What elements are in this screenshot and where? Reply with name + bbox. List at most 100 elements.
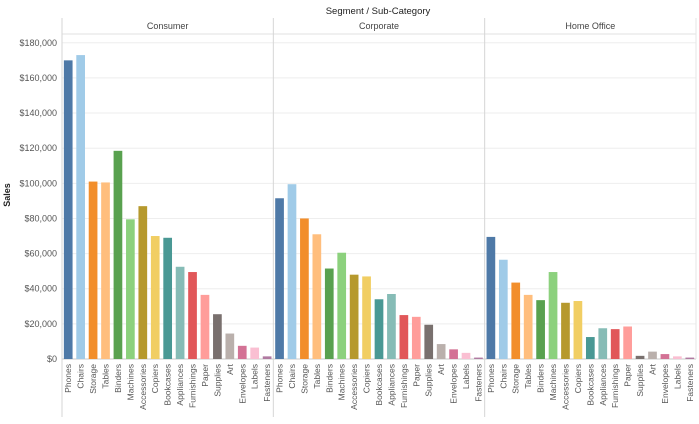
category-labels: Phones Chairs Storage Tables Binders Machines… (63, 363, 695, 409)
category-label: Bookcases (163, 364, 173, 406)
bar[interactable] (573, 301, 583, 359)
bars (63, 55, 695, 360)
category-label: Copiers (362, 364, 372, 393)
bar[interactable] (374, 299, 384, 359)
bar[interactable] (648, 351, 657, 359)
bar[interactable] (685, 357, 695, 359)
y-tick-label: $140,000 (19, 108, 57, 118)
category-label: Binders (113, 364, 123, 393)
chart-title: Segment / Sub-Category (326, 6, 431, 17)
category-label: Labels (461, 364, 471, 389)
category-label: Envelopes (449, 364, 459, 404)
category-label: Copiers (150, 364, 160, 393)
category-label: Appliances (175, 364, 185, 406)
bar[interactable] (150, 236, 160, 359)
y-tick-label: $60,000 (24, 249, 57, 259)
bar[interactable] (76, 55, 85, 359)
category-label: Storage (299, 364, 309, 394)
bar[interactable] (474, 357, 483, 359)
bar[interactable] (88, 181, 98, 359)
bar[interactable] (561, 302, 570, 359)
bar[interactable] (262, 356, 272, 359)
bar[interactable] (113, 150, 123, 359)
bar[interactable] (163, 237, 173, 359)
bar[interactable] (200, 294, 210, 359)
bar[interactable] (225, 333, 235, 359)
bar[interactable] (324, 268, 334, 359)
segment-header: Corporate (359, 21, 399, 31)
category-label: Accessories (560, 364, 570, 410)
bar[interactable] (312, 234, 322, 359)
bar[interactable] (486, 236, 496, 359)
segment-header: Home Office (565, 21, 615, 31)
bar[interactable] (536, 300, 545, 359)
bar[interactable] (498, 259, 508, 359)
category-label: Phones (63, 364, 73, 393)
category-label: Supplies (424, 364, 434, 397)
bar[interactable] (598, 328, 608, 359)
y-axis-ticks: $0 $20,000 $40,000 $60,000 $80,000 $100,000 $1… (19, 38, 57, 364)
bar[interactable] (461, 352, 471, 359)
bar[interactable] (585, 337, 595, 359)
bar[interactable] (436, 344, 446, 359)
category-label: Storage (511, 364, 521, 394)
category-label: Art (436, 363, 446, 375)
y-tick-label: $0 (47, 354, 57, 364)
bar[interactable] (387, 294, 396, 359)
bar[interactable] (411, 316, 421, 359)
category-label: Machines (548, 364, 558, 400)
bar[interactable] (237, 345, 247, 359)
bar[interactable] (175, 266, 185, 359)
bar[interactable] (138, 206, 148, 359)
category-label: Machines (337, 364, 347, 400)
bar[interactable] (126, 219, 135, 359)
bar[interactable] (287, 184, 297, 359)
category-label: Labels (672, 364, 682, 389)
bar[interactable] (63, 60, 73, 360)
y-tick-label: $180,000 (19, 38, 57, 48)
y-tick-label: $20,000 (24, 319, 57, 329)
category-label: Chairs (498, 364, 508, 389)
bar[interactable] (275, 198, 284, 359)
bar[interactable] (673, 356, 682, 359)
category-label: Paper (623, 364, 633, 387)
y-tick-label: $80,000 (24, 213, 57, 223)
bar[interactable] (349, 274, 359, 359)
category-label: Furnishings (610, 364, 620, 408)
bar[interactable] (511, 282, 521, 359)
category-label: Appliances (386, 364, 396, 406)
bar[interactable] (362, 276, 371, 359)
bar[interactable] (660, 354, 670, 359)
category-label: Fasteners (473, 364, 483, 402)
category-label: Tables (523, 364, 533, 389)
bar[interactable] (449, 349, 458, 359)
bar[interactable] (424, 324, 434, 359)
y-tick-label: $100,000 (19, 178, 57, 188)
bar[interactable] (101, 182, 110, 359)
bar[interactable] (623, 326, 632, 360)
category-label: Bookcases (585, 364, 595, 406)
bar[interactable] (213, 314, 222, 359)
bar[interactable] (300, 218, 309, 359)
segment-panels: Consumer Corporate Home Office (61, 18, 697, 417)
category-label: Binders (536, 364, 546, 393)
category-label: Art (647, 363, 657, 375)
category-label: Appliances (598, 364, 608, 406)
bar[interactable] (250, 347, 260, 359)
bar[interactable] (610, 329, 620, 359)
bar[interactable] (635, 355, 645, 359)
category-label: Envelopes (660, 364, 670, 404)
category-label: Binders (324, 364, 334, 393)
category-label: Copiers (573, 364, 583, 393)
bar[interactable] (337, 252, 347, 359)
category-label: Paper (200, 364, 210, 387)
bar[interactable] (399, 315, 409, 359)
category-label: Phones (486, 364, 496, 393)
bar[interactable] (188, 272, 197, 359)
category-label: Tables (101, 364, 111, 389)
category-label: Bookcases (374, 364, 384, 406)
bar[interactable] (523, 294, 533, 359)
bar[interactable] (548, 272, 558, 359)
category-label: Fasteners (685, 364, 695, 402)
